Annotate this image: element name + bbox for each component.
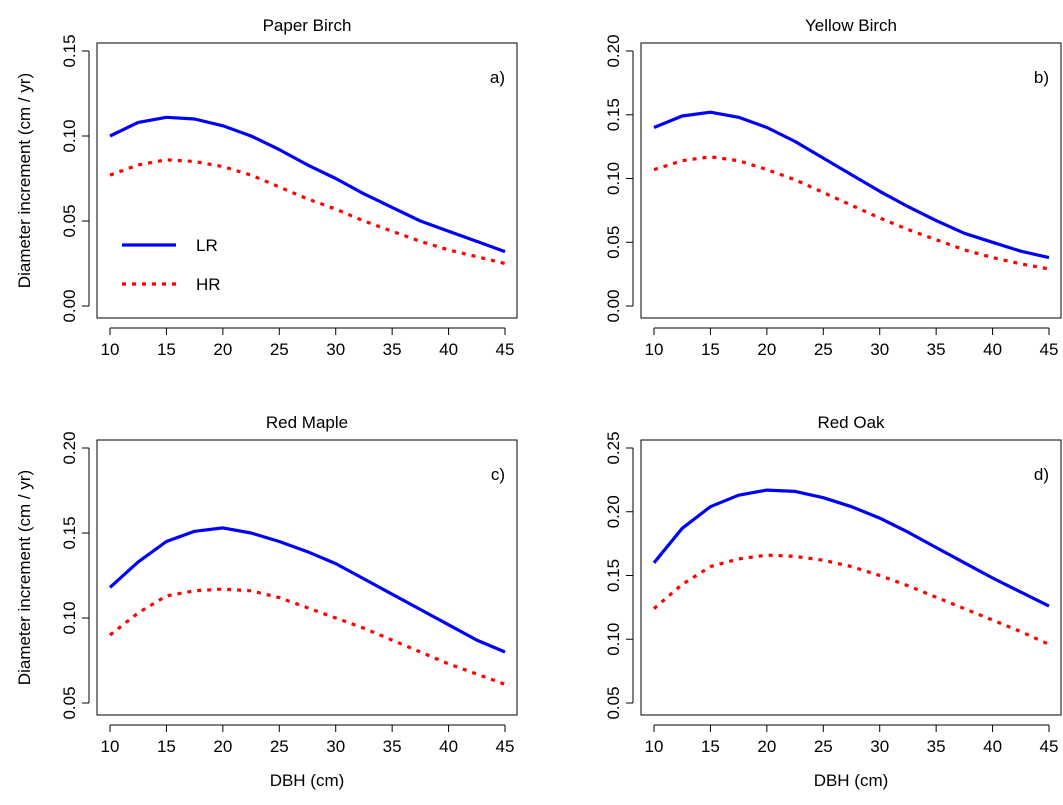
x-tick-label: 45 bbox=[1040, 737, 1059, 756]
y-tick-label: 0.10 bbox=[60, 119, 79, 152]
x-tick-label: 45 bbox=[496, 737, 515, 756]
y-tick-label: 0.15 bbox=[604, 98, 623, 131]
series-line-hr bbox=[652, 553, 1050, 646]
legend: LR HR bbox=[122, 236, 221, 294]
series-line-lr bbox=[652, 488, 1050, 608]
y-tick-label: 0.10 bbox=[604, 162, 623, 195]
panel-label: d) bbox=[1034, 465, 1049, 484]
chart-panel-4: Red Oak d) 10 15 20 25 30 35 40 45 0.05 0.10 0.15 0.2… bbox=[604, 413, 1062, 790]
y-tick-label: 0.00 bbox=[60, 289, 79, 322]
chart-panel-1: Paper Birch a) 10 15 20 25 30 35 40 45 0.00 0.05 0.1… bbox=[15, 16, 518, 359]
x-tick-label: 15 bbox=[157, 340, 176, 359]
y-tick-label: 0.10 bbox=[60, 601, 79, 634]
series-line-hr bbox=[109, 587, 506, 686]
y-tick-label: 0.05 bbox=[60, 686, 79, 719]
x-tick-label: 15 bbox=[157, 737, 176, 756]
x-tick-label: 25 bbox=[270, 340, 289, 359]
x-tick-label: 30 bbox=[326, 340, 345, 359]
x-tick-label: 30 bbox=[870, 340, 889, 359]
x-tick-label: 35 bbox=[383, 737, 402, 756]
legend-label-lr: LR bbox=[196, 236, 218, 255]
plot-frame bbox=[96, 439, 518, 716]
chart-title: Paper Birch bbox=[263, 16, 352, 35]
y-tick-label: 0.20 bbox=[60, 431, 79, 464]
y-tick-label: 0.05 bbox=[604, 226, 623, 259]
plot-frame bbox=[640, 439, 1062, 716]
y-tick-label: 0.15 bbox=[60, 34, 79, 67]
x-tick-label: 20 bbox=[213, 737, 232, 756]
series-line-lr bbox=[108, 526, 506, 654]
x-tick-label: 10 bbox=[101, 340, 120, 359]
y-axis-label: Diameter increment (cm / yr) bbox=[15, 73, 34, 288]
y-tick-label: 0.25 bbox=[604, 431, 623, 464]
y-axis-label: Diameter increment (cm / yr) bbox=[15, 470, 34, 685]
x-tick-label: 20 bbox=[757, 340, 776, 359]
x-tick-label: 35 bbox=[927, 340, 946, 359]
x-tick-label: 45 bbox=[496, 340, 515, 359]
y-tick-label: 0.00 bbox=[604, 289, 623, 322]
x-tick-label: 20 bbox=[757, 737, 776, 756]
x-tick-label: 15 bbox=[701, 340, 720, 359]
x-tick-label: 10 bbox=[645, 737, 664, 756]
plot-frame bbox=[96, 42, 518, 319]
chart-title: Red Oak bbox=[817, 413, 885, 432]
y-tick-label: 0.15 bbox=[60, 516, 79, 549]
series-line-hr bbox=[109, 158, 506, 266]
x-axis-label: DBH (cm) bbox=[270, 771, 345, 790]
y-tick-label: 0.05 bbox=[60, 204, 79, 237]
y-tick-label: 0.05 bbox=[604, 686, 623, 719]
y-tick-label: 0.10 bbox=[604, 623, 623, 656]
y-tick-label: 0.20 bbox=[604, 495, 623, 528]
x-tick-label: 30 bbox=[870, 737, 889, 756]
x-tick-label: 20 bbox=[213, 340, 232, 359]
series-line-lr bbox=[109, 115, 506, 254]
x-tick-label: 15 bbox=[701, 737, 720, 756]
x-tick-label: 25 bbox=[270, 737, 289, 756]
x-tick-label: 45 bbox=[1040, 340, 1059, 359]
x-tick-label: 25 bbox=[814, 340, 833, 359]
y-tick-label: 0.15 bbox=[604, 559, 623, 592]
x-tick-label: 25 bbox=[814, 737, 833, 756]
panel-label: a) bbox=[490, 68, 505, 87]
x-tick-label: 10 bbox=[101, 737, 120, 756]
series-line-lr bbox=[653, 110, 1050, 260]
x-tick-label: 10 bbox=[645, 340, 664, 359]
chart-title: Yellow Birch bbox=[805, 16, 897, 35]
chart-title: Red Maple bbox=[266, 413, 348, 432]
x-tick-label: 35 bbox=[927, 737, 946, 756]
panel-label: b) bbox=[1034, 68, 1049, 87]
x-tick-label: 40 bbox=[983, 737, 1002, 756]
x-tick-label: 40 bbox=[439, 340, 458, 359]
x-tick-label: 40 bbox=[439, 737, 458, 756]
x-axis-label: DBH (cm) bbox=[814, 771, 889, 790]
x-tick-label: 35 bbox=[383, 340, 402, 359]
panel-label: c) bbox=[491, 465, 505, 484]
legend-label-hr: HR bbox=[196, 275, 221, 294]
x-tick-label: 40 bbox=[983, 340, 1002, 359]
chart-panel-2: Yellow Birch b) 10 15 20 25 30 35 40 45 0.00 0.05 0.… bbox=[604, 16, 1062, 359]
chart-panel-3: Red Maple c) 10 15 20 25 30 35 40 45 0.05 0.10 0.15 0… bbox=[15, 413, 518, 790]
plot-frame bbox=[640, 42, 1062, 319]
y-tick-label: 0.20 bbox=[604, 34, 623, 67]
x-tick-label: 30 bbox=[326, 737, 345, 756]
